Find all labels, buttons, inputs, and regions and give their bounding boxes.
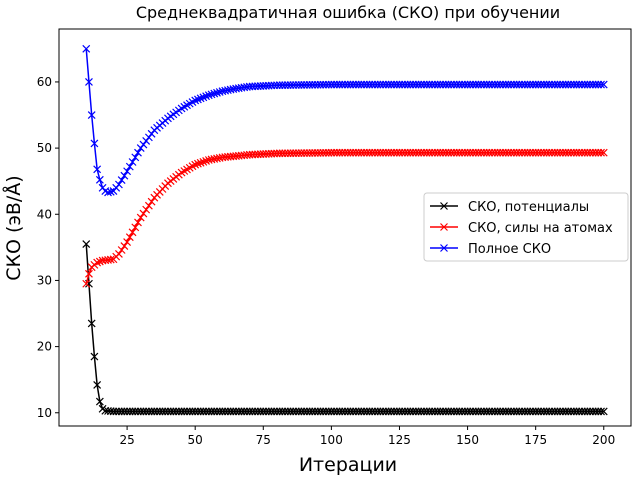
data-point-marker [95, 397, 104, 406]
x-tick-label: 125 [388, 433, 411, 447]
data-point-marker [125, 162, 134, 171]
data-point-marker [114, 250, 123, 258]
legend-item: Полное СКО [430, 242, 551, 257]
data-point-marker [142, 205, 151, 214]
data-point-marker [191, 160, 200, 169]
data-point-marker [191, 96, 200, 105]
data-point-marker [136, 144, 145, 153]
data-point-marker [106, 187, 115, 196]
y-tick-label: 10 [37, 406, 52, 420]
data-point-marker [142, 137, 151, 145]
y-tick-label: 40 [37, 207, 52, 221]
data-point-marker [139, 140, 148, 149]
data-point-marker [134, 218, 142, 227]
data-point-marker [136, 213, 145, 222]
data-point-marker [117, 246, 126, 254]
data-point-marker [85, 269, 93, 278]
data-point-marker [82, 279, 91, 288]
data-point-marker [202, 92, 211, 101]
data-point-marker [90, 139, 99, 148]
x-tick-label: 200 [592, 433, 615, 447]
data-point-marker [125, 233, 134, 242]
legend: СКО, потенциалы СКО, силы на атомах Полное… [423, 192, 629, 262]
y-tick-label: 20 [37, 340, 52, 354]
data-point-marker [82, 44, 91, 53]
legend-marker [440, 202, 448, 210]
legend-label: Полное СКО [468, 242, 551, 257]
data-point-marker [599, 80, 608, 89]
data-point-marker [597, 80, 605, 89]
data-point-marker [193, 95, 202, 104]
data-point-marker [128, 158, 137, 166]
legend-item: СКО, потенциалы [430, 200, 589, 215]
data-point-marker [196, 94, 205, 103]
y-axis-label: СКО (эВ/Å) [2, 175, 25, 280]
data-point-marker [93, 165, 102, 174]
legend-item: СКО, силы на атомах [430, 221, 613, 236]
data-point-marker [199, 93, 208, 102]
x-tick-label: 100 [320, 433, 343, 447]
data-point-marker [597, 407, 605, 416]
data-point-marker [114, 180, 123, 189]
data-point-marker [147, 197, 156, 206]
data-point-marker [117, 176, 126, 185]
data-point-marker [93, 258, 102, 267]
data-point-marker [199, 157, 208, 166]
data-point-marker [120, 171, 129, 180]
data-point-marker [196, 158, 205, 167]
plot-frame [58, 28, 632, 427]
legend-box [423, 192, 629, 262]
data-point-marker [95, 175, 104, 184]
x-tick-label: 75 [256, 433, 271, 447]
data-point-marker [597, 148, 605, 157]
data-point-marker [128, 228, 137, 237]
series-1 [82, 240, 608, 416]
plot-area [82, 44, 608, 416]
data-point-marker [90, 352, 99, 361]
data-point-marker [204, 91, 213, 100]
legend-marker [440, 223, 448, 231]
x-axis-label: Итерации [299, 454, 397, 476]
data-point-marker [207, 90, 216, 99]
series-2 [82, 148, 608, 288]
data-point-marker [134, 148, 142, 157]
data-point-marker [193, 159, 202, 168]
data-point-marker [93, 381, 102, 389]
data-point-marker [144, 201, 153, 210]
data-point-marker [213, 88, 221, 97]
x-tick-label: 150 [456, 433, 479, 447]
axis-ticks: 25 50 75 100 125 150 175 200 10 20 30 40 50 60 [37, 75, 615, 447]
data-point-marker [87, 319, 96, 328]
data-point-marker [139, 209, 148, 218]
data-point-marker [87, 111, 96, 119]
data-point-marker [120, 242, 129, 250]
legend-label: СКО, потенциалы [468, 200, 589, 215]
data-point-marker [106, 255, 115, 264]
y-tick-label: 30 [37, 273, 52, 287]
x-tick-label: 25 [119, 433, 134, 447]
data-point-marker [599, 148, 608, 157]
data-point-marker [131, 223, 140, 232]
legend-marker [440, 244, 448, 252]
data-point-marker [82, 240, 91, 248]
legend-label: СКО, силы на атомах [468, 221, 613, 236]
y-tick-label: 50 [37, 141, 52, 155]
series-3 [82, 44, 608, 197]
data-point-marker [123, 238, 132, 246]
x-tick-label: 50 [188, 433, 203, 447]
data-point-marker [210, 89, 219, 98]
y-tick-label: 60 [37, 75, 52, 89]
chart-title: Среднеквадратичная ошибка (СКО) при обуч… [136, 3, 560, 22]
x-tick-label: 175 [524, 433, 547, 447]
data-point-marker [144, 133, 153, 142]
data-point-marker [85, 78, 93, 86]
data-point-marker [131, 153, 140, 162]
data-point-marker [599, 407, 608, 416]
data-point-marker [123, 167, 132, 176]
